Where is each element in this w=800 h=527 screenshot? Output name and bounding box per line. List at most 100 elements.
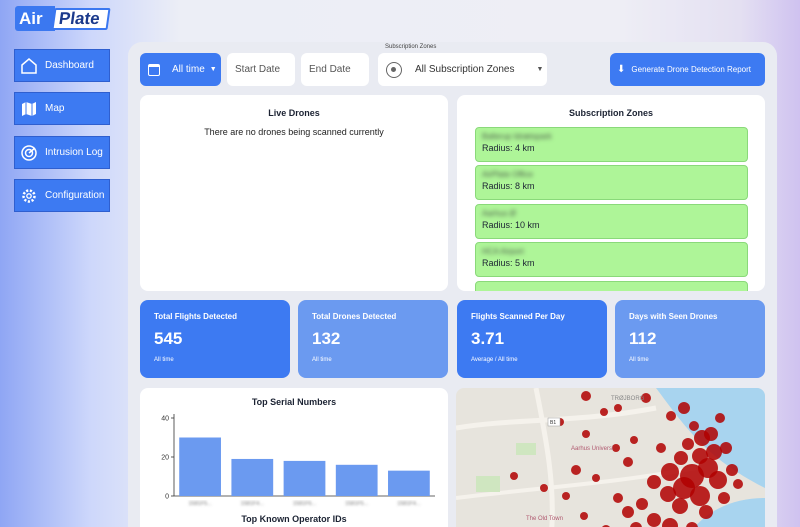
heat-spot [709, 471, 727, 489]
heat-spot [630, 436, 638, 444]
heat-spot [674, 451, 688, 465]
heat-spot [689, 421, 699, 431]
heat-spot [647, 513, 661, 527]
sidebar-item-label: Intrusion Log [45, 147, 103, 158]
heat-spot [672, 498, 688, 514]
end-date-placeholder: End Date [309, 64, 351, 75]
heat-spot [673, 477, 695, 499]
zone-item[interactable]: Ballerup Idrætspark Radius: 4 km [475, 127, 748, 162]
stat-label: Total Flights Detected [154, 312, 237, 321]
sidebar-item-configuration[interactable]: Configuration [14, 179, 110, 212]
x-tick-label: 1581F4... [241, 501, 265, 507]
heat-spot [562, 492, 570, 500]
subscription-zones-card: Subscription Zones Ballerup Idrætspark R… [457, 95, 765, 291]
bar[interactable] [335, 464, 378, 496]
sidebar-item-map[interactable]: Map [14, 92, 110, 125]
calendar-icon [148, 63, 160, 76]
water-area [694, 498, 765, 527]
zone-name: Aarhus Ø [482, 209, 516, 218]
live-drones-empty-text: There are no drones being scanned curren… [204, 127, 384, 137]
bar[interactable] [179, 437, 221, 497]
map-label-district: TRØJBORG [611, 396, 645, 402]
heat-spot [571, 465, 581, 475]
zone-radius: Radius: 10 km [482, 220, 540, 230]
airplate-logo: Air Plate [15, 6, 111, 31]
download-icon: ⬇ [617, 64, 626, 75]
sidebar-item-label: Dashboard [45, 60, 94, 71]
top-operators-title: Top Known Operator IDs [241, 514, 347, 524]
stat-label: Total Drones Detected [312, 312, 397, 321]
zone-item[interactable]: Aarhus Ø Radius: 10 km [475, 204, 748, 239]
heat-spot [706, 444, 722, 460]
heat-spot [580, 512, 588, 520]
time-range-value: All time [172, 64, 205, 75]
zone-radius: Radius: 4 km [482, 143, 535, 153]
park-area [476, 476, 500, 492]
map-icon [19, 99, 39, 119]
heat-spot [623, 457, 633, 467]
stat-sub: All time [154, 357, 174, 363]
heat-spot [630, 522, 642, 527]
map-label-old-town: The Old Town [526, 516, 563, 522]
heat-spot [686, 522, 698, 527]
gear-icon [19, 186, 39, 206]
heat-spot [726, 464, 738, 476]
top-serials-chart: 0 20 40 1581F5... 1581F4... 1581F6... 1581F5..… [161, 414, 435, 507]
road-shield [547, 417, 561, 427]
heat-spot [718, 492, 730, 504]
bar[interactable] [283, 460, 326, 496]
heat-spot [661, 463, 679, 481]
map-label-university: Aarhus Universi [571, 446, 613, 452]
x-tick-label: 1581F5... [345, 501, 369, 507]
park-area [516, 443, 536, 455]
stat-label: Flights Scanned Per Day [471, 312, 565, 321]
heat-spot [641, 393, 651, 403]
x-tick-label: 1581F4... [397, 501, 421, 507]
home-icon [19, 56, 39, 76]
heat-spot [581, 391, 591, 401]
subscription-zones-title: Subscription Zones [568, 108, 653, 118]
stat-value: 3.71 [471, 329, 505, 348]
sidebar-item-intrusion-log[interactable]: Intrusion Log [14, 136, 110, 169]
start-date-input[interactable]: Start Date [227, 53, 295, 86]
drone-heatmap[interactable]: TRØJBORG Aarhus Universi The Old Town B1 [456, 388, 765, 527]
location-pin-icon [386, 61, 402, 78]
logo-plate: Plate [51, 8, 111, 30]
heat-spot [540, 484, 548, 492]
zone-item[interactable]: AirPlate Office Radius: 8 km [475, 165, 748, 200]
zone-radius: Radius: 5 km [482, 258, 535, 268]
heat-spot [690, 486, 710, 506]
heat-spot [666, 411, 676, 421]
zones-select[interactable]: All Subscription Zones ▼ [378, 53, 547, 86]
zone-item[interactable] [475, 281, 748, 291]
stat-sub: All time [312, 357, 332, 363]
zone-item[interactable]: HCA Airport Radius: 5 km [475, 242, 748, 277]
bar[interactable] [231, 458, 274, 496]
heat-spots [510, 391, 743, 527]
map-label-road: B1 [550, 420, 556, 426]
generate-report-button[interactable]: ⬇ Generate Drone Detection Report [610, 53, 765, 86]
stat-value: 112 [629, 329, 657, 348]
bar[interactable] [388, 470, 430, 496]
sidebar-item-dashboard[interactable]: Dashboard [14, 49, 110, 82]
zone-name: Ballerup Idrætspark [482, 132, 552, 141]
heat-spot [600, 408, 608, 416]
stat-label: Days with Seen Drones [629, 312, 718, 321]
heat-spot [614, 404, 622, 412]
map-canvas[interactable]: TRØJBORG Aarhus Universi The Old Town B1 [456, 388, 765, 527]
time-range-dropdown[interactable]: All time ▼ [140, 53, 221, 86]
heat-spot [662, 518, 678, 527]
heat-spot [510, 472, 518, 480]
top-serials-card: Top Serial Numbers 0 20 40 1581F5... 1581F4.… [140, 388, 448, 527]
heat-spot [656, 443, 666, 453]
heat-spot [592, 474, 600, 482]
zone-name: AirPlate Office [482, 170, 533, 179]
stat-total-flights: Total Flights Detected 545 All time [140, 300, 290, 378]
zone-name: HCA Airport [482, 247, 524, 256]
end-date-input[interactable]: End Date [301, 53, 369, 86]
heat-spot [720, 442, 732, 454]
generate-report-label: Generate Drone Detection Report [631, 65, 752, 74]
logo-air: Air [15, 6, 55, 31]
stat-days-with-drones: Days with Seen Drones 112 All time [615, 300, 765, 378]
heat-spot [733, 479, 743, 489]
